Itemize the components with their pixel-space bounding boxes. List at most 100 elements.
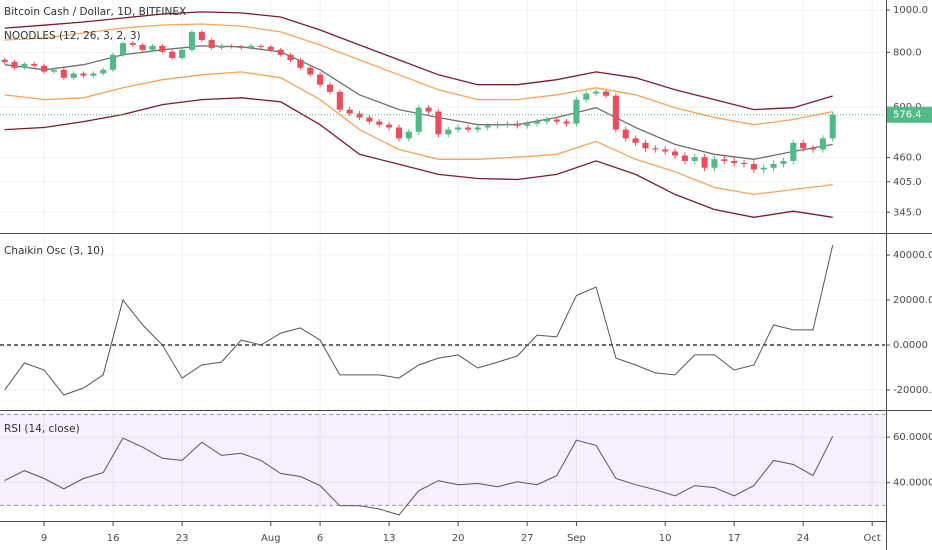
candle-body [405,131,412,139]
y-tick-label: 40.0000 [893,478,932,489]
candle-body [188,31,196,50]
candle-body [543,119,550,122]
y-tick-label: 345.0 [893,207,922,218]
y-tick-label: 60.0000 [893,432,932,443]
candle-body [21,63,28,68]
candle-body [179,49,186,58]
candle-body [41,65,48,72]
candle-body [287,54,294,60]
candle-body [386,124,393,128]
candle-body [159,45,166,52]
band-line [4,11,833,111]
y-tick-label: 40000.0000 [893,250,932,261]
candle-body [119,43,126,55]
candle-body [90,73,97,76]
x-tick-label: 27 [521,533,534,544]
x-tick-label: 17 [728,533,741,544]
candle-body [238,46,245,48]
y-tick-label: 1000.0 [893,5,928,16]
candle-body [533,121,541,124]
candle-body [257,45,265,47]
candle-body [435,111,442,135]
candle-body [455,127,462,130]
candle-body [464,127,472,130]
candle-body [632,138,639,143]
candle-body [524,123,531,126]
candle-body [691,157,698,161]
candle-body [514,123,521,126]
candle-body [376,121,383,125]
candle-body [711,159,718,168]
x-tick-label: 9 [41,533,47,544]
candle-body [731,160,738,164]
axis-layer: 9 16 23 Aug 6 13 20 27 Sep 10 17 24 Oct 1000.0 800.0 60… [41,5,932,544]
y-tick-label: 20000.0000 [893,295,932,306]
candle-body [208,39,215,48]
last-price-tag [887,106,932,123]
x-tick-label: Aug [261,533,281,544]
x-tick-label: Sep [567,533,586,544]
candle-body [395,127,403,139]
candle-body [612,95,619,130]
candle-body [307,67,314,75]
grid-layer [0,0,885,521]
last-price-label: 576.4 [893,110,922,121]
band-line [4,23,833,126]
candle-body [721,159,728,161]
chart-title: Bitcoin Cash / Dollar, 1D, BITFINEX [4,6,186,18]
x-tick-label: 10 [659,533,672,544]
candle-body [11,61,18,68]
candle-body [248,45,255,48]
candle-body [494,124,501,126]
y-tick-label: 405.0 [893,177,922,188]
candle-body [819,138,826,150]
candle-body [583,93,590,100]
candle-body [277,49,284,55]
candle-body [218,45,225,48]
candle-body [563,121,570,124]
candle-body [790,142,797,161]
x-tick-label: 16 [107,533,120,544]
candle-body [169,51,176,58]
candle-body [740,163,748,165]
plot-layer [0,11,885,516]
candle-body [829,114,836,139]
candle-body [110,54,117,70]
candle-body [100,69,107,74]
candle-body [336,91,343,110]
candle-body [1,59,8,62]
candle-body [484,125,491,128]
candle-body [593,91,600,94]
candle-body [652,148,659,150]
candle-body [80,73,87,76]
candle-body [780,160,787,164]
candle-body [50,69,57,72]
candle-body [622,129,629,139]
band-line [4,97,833,218]
x-tick-label: 23 [176,533,189,544]
band-line [4,71,833,196]
candle-body [356,113,363,118]
candle-body [31,63,38,66]
x-tick-label: Oct [864,533,881,544]
x-tick-label: 20 [452,533,465,544]
y-tick-label: 800.0 [893,47,922,58]
candle-body [198,31,205,40]
candle-body [553,119,560,122]
candle-body [297,59,304,68]
x-tick-label: 6 [317,533,323,544]
candle-body [70,73,77,78]
indicator-title: Chaikin Osc (3, 10) [4,245,104,257]
candle-body [415,107,422,132]
candle-body [445,129,452,135]
candle-body [149,45,156,50]
candle-body [504,123,511,125]
candle-body [602,91,610,96]
candle-body [366,117,373,122]
candle-body [129,43,136,45]
candle-body [809,148,817,150]
candle-body [760,167,767,170]
candle-body [425,107,432,112]
